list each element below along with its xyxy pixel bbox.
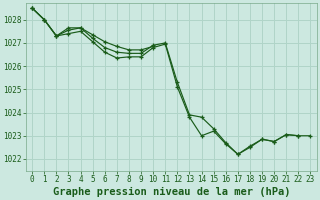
X-axis label: Graphe pression niveau de la mer (hPa): Graphe pression niveau de la mer (hPa) bbox=[52, 186, 290, 197]
